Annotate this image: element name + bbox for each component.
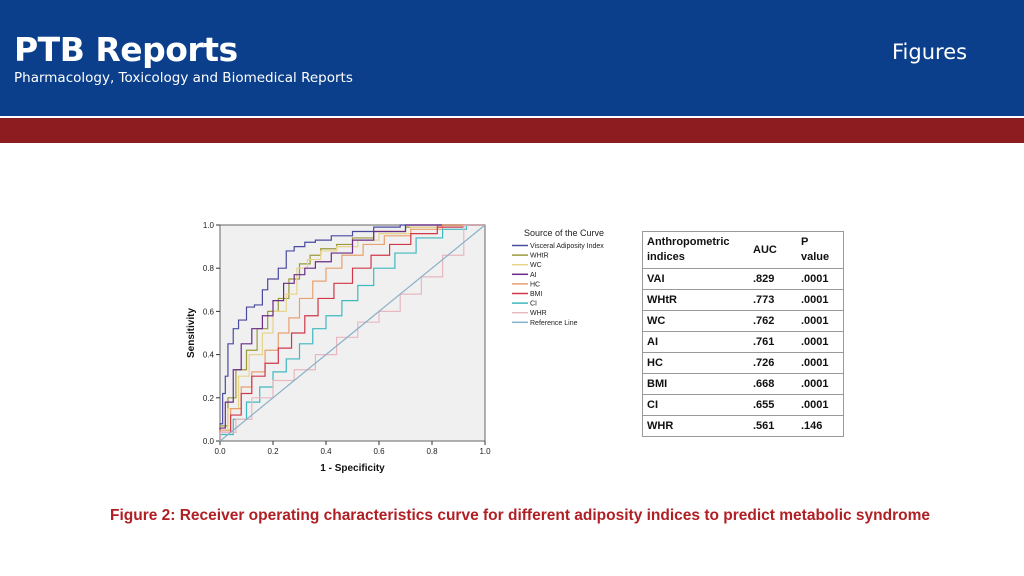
y-tick-label: 1.0 <box>203 221 215 230</box>
table-row: VAI .829.0001 <box>642 268 844 290</box>
table-header-row: Anthropometric indices AUC P value <box>642 231 844 269</box>
site-header: PTB Reports Pharmacology, Toxicology and… <box>0 0 1024 116</box>
series-line-whr <box>219 224 485 441</box>
legend-entry: BMI <box>530 291 543 298</box>
x-tick-label: 1.0 <box>479 447 491 456</box>
table-cell: HC <box>642 352 749 374</box>
section-label: Figures <box>892 40 968 64</box>
series-line-reference-line <box>219 224 486 442</box>
table-cell: VAI <box>642 268 749 290</box>
table-cell: WC <box>642 310 749 332</box>
legend-entry: WC <box>530 262 542 269</box>
table-cell: .668 <box>749 373 797 395</box>
table-header-cell: P value <box>797 231 844 269</box>
table-cell: .829 <box>749 268 797 290</box>
legend-entry: WHtR <box>530 253 549 260</box>
table-row: WC .762.0001 <box>642 310 844 332</box>
series-line-ai <box>219 224 485 441</box>
table-header-cell: Anthropometric indices <box>642 231 749 269</box>
series-line-visceral-adiposity-index <box>219 224 485 441</box>
accent-band <box>0 118 1024 143</box>
legend-entry: Visceral Adiposity Index <box>530 243 604 250</box>
series-line-ci <box>219 224 485 441</box>
auc-table: Anthropometric indices AUC P value VAI .829.… <box>642 231 844 437</box>
table-cell: WHtR <box>642 289 749 311</box>
table-cell: .0001 <box>797 268 844 290</box>
table-row: WHR .561.146 <box>642 415 844 437</box>
series-line-wc <box>219 224 485 441</box>
table-cell: .0001 <box>797 394 844 416</box>
table-row: BMI .668.0001 <box>642 373 844 395</box>
legend-title: Source of the Curve <box>524 228 604 238</box>
y-tick-label: 0.6 <box>203 307 215 316</box>
figure-caption: Figure 2: Receiver operating characteris… <box>109 507 931 524</box>
y-tick-label: 0.4 <box>203 351 215 360</box>
table-cell: BMI <box>642 373 749 395</box>
table-cell: .655 <box>749 394 797 416</box>
legend-entry: CI <box>530 301 537 308</box>
table-row: CI .655.0001 <box>642 394 844 416</box>
table-cell: .0001 <box>797 331 844 353</box>
legend-entry: AI <box>530 272 537 279</box>
table-row: HC .726.0001 <box>642 352 844 374</box>
y-tick-label: 0.2 <box>203 394 215 403</box>
table-cell: .762 <box>749 310 797 332</box>
x-tick-label: 0.8 <box>426 447 438 456</box>
legend-entry: HC <box>530 281 540 288</box>
y-tick-label: 0.8 <box>203 264 215 273</box>
table-row: WHtR .773.0001 <box>642 289 844 311</box>
table-cell: .561 <box>749 415 797 437</box>
x-axis-label: 1 - Specificity <box>320 463 385 474</box>
table-cell: .761 <box>749 331 797 353</box>
table-cell: .146 <box>797 415 844 437</box>
legend-entry: Reference Line <box>530 320 578 327</box>
brand-subtitle: Pharmacology, Toxicology and Biomedical … <box>14 70 353 86</box>
series-line-bmi <box>219 224 485 441</box>
series-line-hc <box>219 224 485 441</box>
table-cell: .0001 <box>797 373 844 395</box>
y-tick-label: 0.0 <box>203 437 215 446</box>
legend-entry: WHR <box>530 310 547 317</box>
table-cell: .0001 <box>797 310 844 332</box>
table-row: AI .761.0001 <box>642 331 844 353</box>
table-cell: .773 <box>749 289 797 311</box>
x-tick-label: 0.2 <box>267 447 279 456</box>
table-cell: .0001 <box>797 289 844 311</box>
roc-chart: 0.0 0.2 0.4 0.6 0.8 1.0 0.0 0.2 0.4 0.6 0.8 1.0 1 - … <box>186 221 604 474</box>
table-cell: CI <box>642 394 749 416</box>
table-cell: AI <box>642 331 749 353</box>
table-header-cell: AUC <box>749 231 797 269</box>
x-tick-label: 0.4 <box>320 447 332 456</box>
y-axis-label: Sensitivity <box>186 308 197 358</box>
brand-title: PTB Reports <box>14 30 238 69</box>
x-tick-label: 0.6 <box>373 447 385 456</box>
table-cell: .0001 <box>797 352 844 374</box>
x-tick-label: 0.0 <box>214 447 226 456</box>
table-cell: WHR <box>642 415 749 437</box>
table-cell: .726 <box>749 352 797 374</box>
